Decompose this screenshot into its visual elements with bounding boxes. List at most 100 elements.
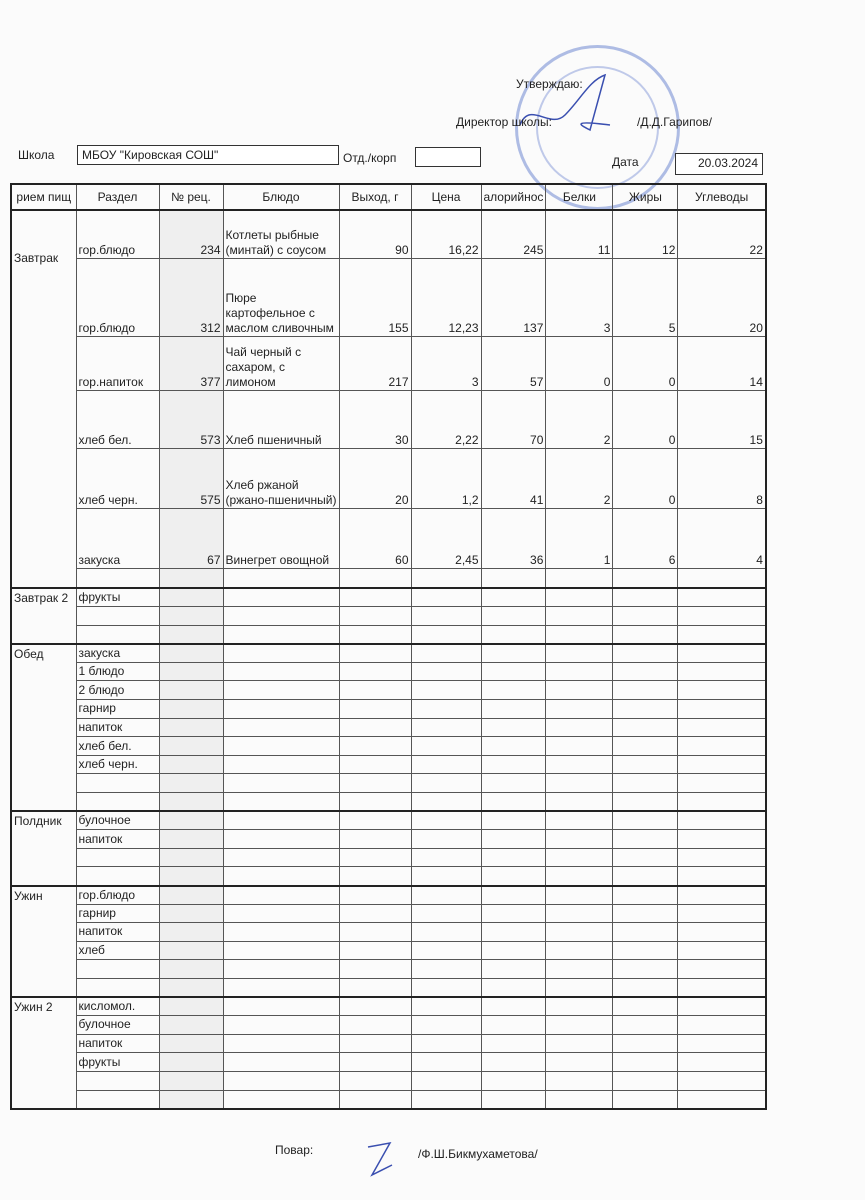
column-header: Углеводы [677, 183, 767, 211]
prot-cell [545, 699, 614, 719]
fat-cell [612, 996, 679, 1017]
prot-cell [545, 847, 614, 868]
fat-cell [612, 829, 679, 849]
kcal-cell [480, 1033, 547, 1054]
out-cell [338, 922, 412, 942]
out-cell: 20 [338, 447, 412, 509]
column-header: Цена [410, 183, 482, 211]
out-cell [338, 587, 412, 608]
carb-cell [677, 567, 767, 589]
kcal-cell [480, 903, 547, 924]
table-row: Завтрак 2 фрукты [10, 587, 767, 645]
kcal-cell [480, 922, 547, 942]
school-field[interactable]: МБОУ "Кировская СОШ" [77, 145, 339, 165]
meal-name: Завтрак [10, 209, 77, 589]
price-cell: 1,2 [410, 447, 482, 509]
out-cell [338, 699, 412, 719]
price-cell [410, 922, 482, 942]
table-row: напиток [11, 922, 767, 942]
fat-cell [612, 792, 679, 812]
prot-cell [545, 1089, 614, 1110]
date-field[interactable]: 20.03.2024 [675, 153, 763, 175]
director-label: Директор школы: [456, 115, 552, 129]
carb-cell [677, 959, 767, 979]
price-cell [410, 567, 482, 589]
fat-cell [612, 940, 679, 961]
out-cell [338, 866, 412, 886]
price-cell: 2,22 [410, 389, 482, 449]
carb-cell [677, 754, 767, 775]
section-cell: булочное [75, 810, 160, 831]
out-cell [338, 884, 412, 905]
out-cell [338, 717, 412, 738]
section-cell [75, 567, 160, 589]
prot-cell [545, 717, 614, 738]
price-cell [410, 1070, 482, 1091]
rec-cell [158, 959, 224, 979]
dept-field[interactable] [415, 147, 481, 167]
fat-cell [612, 736, 679, 756]
table-row: хлеб бел. [11, 736, 767, 756]
section-cell: хлеб черн. [75, 447, 160, 509]
dish-cell [222, 829, 340, 849]
dish-cell: Хлеб ржаной (ржано-пшеничный) [222, 447, 340, 509]
rec-cell [158, 847, 224, 868]
kcal-cell [480, 717, 547, 738]
prot-cell [545, 996, 614, 1017]
rec-cell [158, 1089, 224, 1110]
approve-label: Утверждаю: [516, 77, 583, 91]
rec-cell [158, 642, 224, 663]
prot-cell [545, 940, 614, 961]
out-cell [338, 959, 412, 979]
kcal-cell: 57 [480, 335, 547, 391]
fat-cell [612, 680, 679, 701]
column-header: Раздел [75, 183, 160, 211]
fat-cell [612, 717, 679, 738]
carb-cell [677, 847, 767, 868]
column-header: Блюдо [222, 183, 340, 211]
out-cell [338, 754, 412, 775]
table-row: Ужин 2 кисломол. [10, 996, 767, 1110]
carb-cell: 22 [677, 209, 767, 259]
table-row: гор.блюдо 312 Пюре картофельное с маслом с… [11, 257, 767, 337]
out-cell [338, 847, 412, 868]
section-cell: хлеб черн. [75, 754, 160, 775]
out-cell [338, 1070, 412, 1091]
fat-cell [612, 1089, 679, 1110]
fat-cell [612, 1015, 679, 1035]
fat-cell [612, 903, 679, 924]
carb-cell [677, 773, 767, 794]
cook-name: /Ф.Ш.Бикмухаметова/ [418, 1147, 538, 1161]
rec-cell: 575 [158, 447, 224, 509]
fat-cell [612, 1033, 679, 1054]
dish-cell: Хлеб пшеничный [222, 389, 340, 449]
price-cell [410, 866, 482, 886]
price-cell [410, 606, 482, 626]
section-cell: напиток [75, 717, 160, 738]
table-row [11, 866, 767, 886]
carb-cell [677, 884, 767, 905]
fat-cell [612, 922, 679, 942]
prot-cell [545, 1070, 614, 1091]
price-cell [410, 810, 482, 831]
carb-cell [677, 977, 767, 998]
price-cell [410, 717, 482, 738]
kcal-cell [480, 642, 547, 663]
dish-cell: Котлеты рыбные (минтай) с соусом [222, 209, 340, 259]
out-cell [338, 996, 412, 1017]
carb-cell [677, 1033, 767, 1054]
price-cell [410, 754, 482, 775]
rec-cell [158, 661, 224, 682]
section-cell: булочное [75, 1015, 160, 1035]
kcal-cell [480, 940, 547, 961]
fat-cell: 5 [612, 257, 679, 337]
section-cell: напиток [75, 1033, 160, 1054]
out-cell [338, 606, 412, 626]
section-cell [75, 606, 160, 626]
table-row [11, 792, 767, 812]
table-row: Полдник булочное [10, 810, 767, 887]
out-cell [338, 680, 412, 701]
section-cell [75, 847, 160, 868]
section-cell [75, 1070, 160, 1091]
section-cell: напиток [75, 829, 160, 849]
